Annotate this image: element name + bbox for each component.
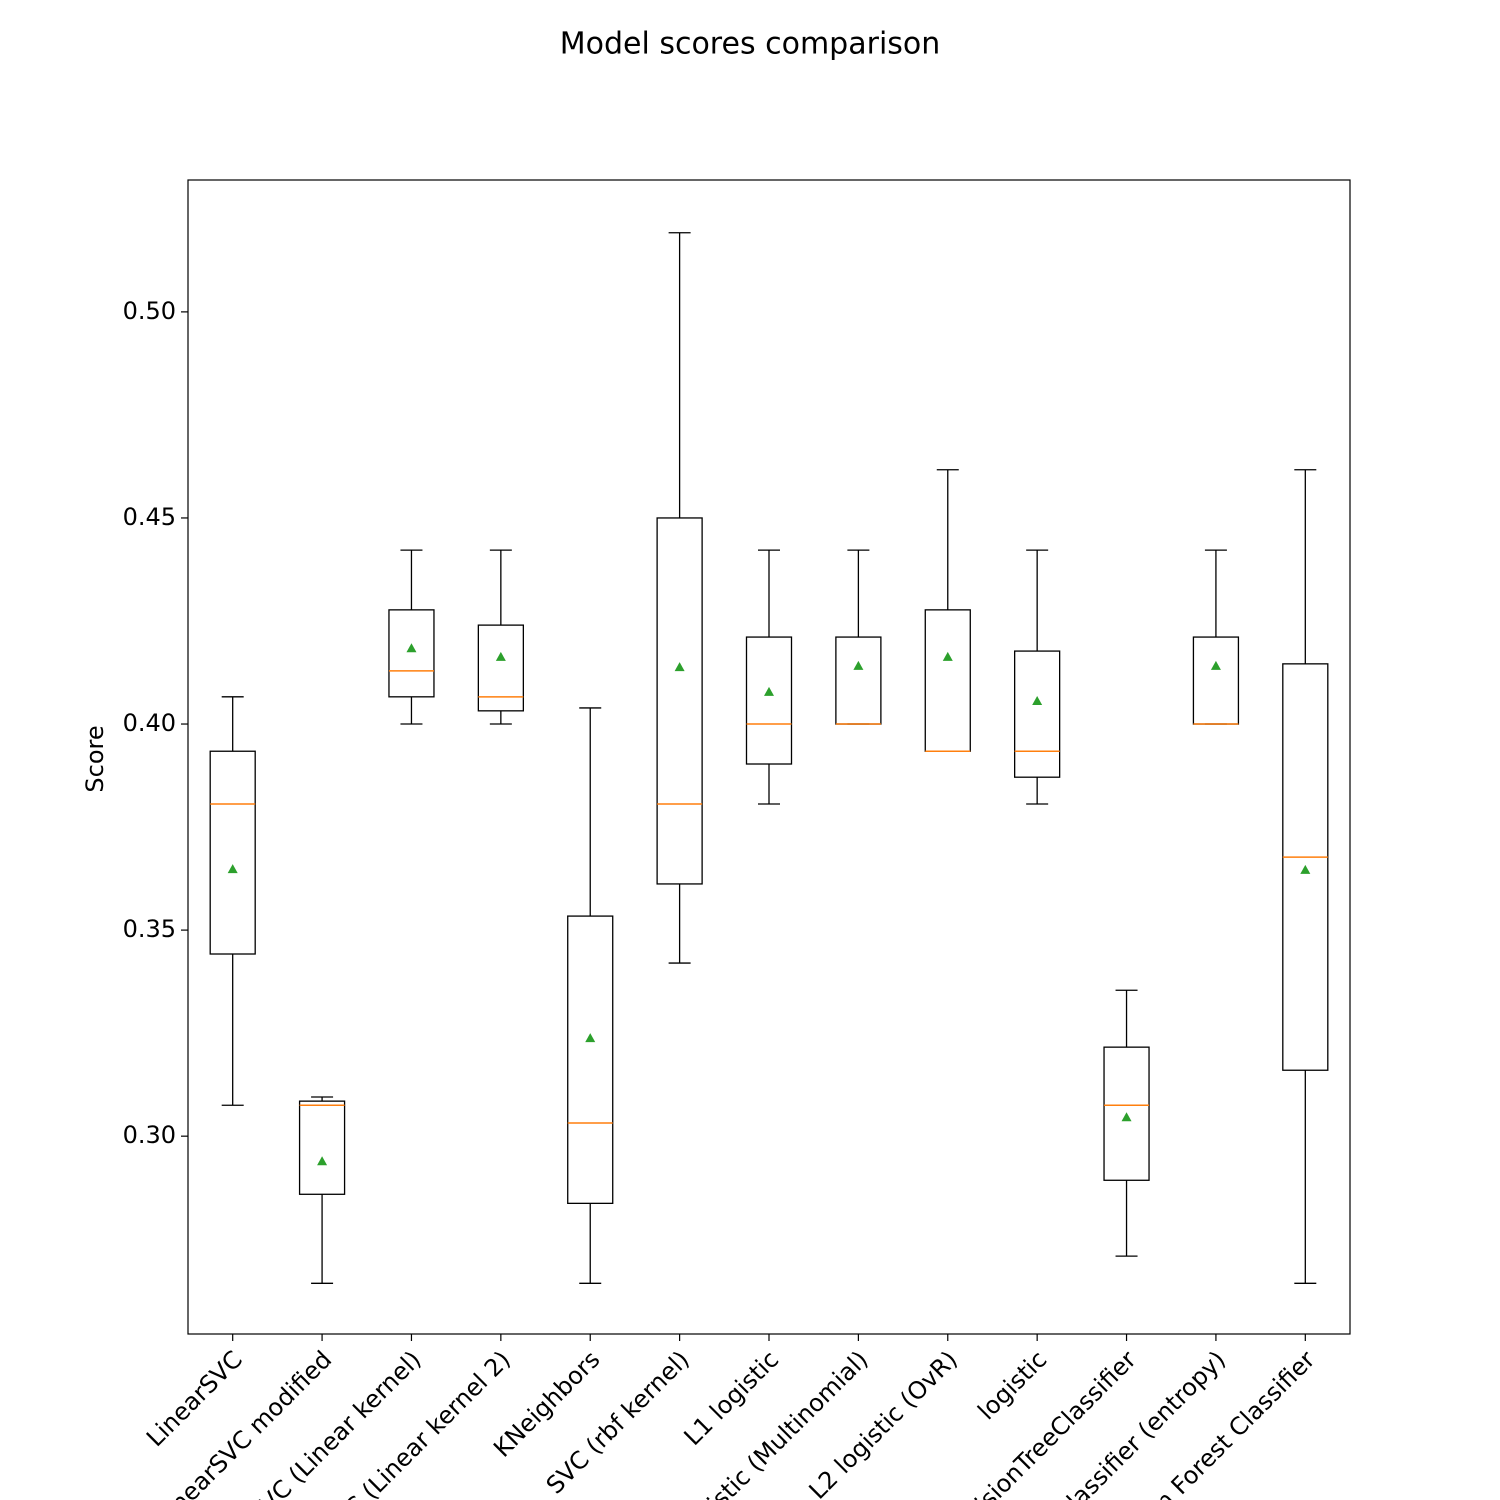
y-tick-label: 0.45 [123,503,176,531]
mean-marker [317,1156,328,1166]
x-tick-label: L2 logistic (OvR) [804,1345,963,1500]
mean-marker [406,643,417,653]
box [924,609,971,752]
plot-frame [187,179,1351,1335]
box [835,636,882,725]
box [1014,650,1061,778]
y-tick-label: 0.30 [123,1121,176,1149]
box [1282,663,1329,1071]
mean-marker [495,651,506,661]
y-tick-label: 0.40 [123,709,176,737]
box [745,636,793,765]
box [388,609,435,698]
mean-marker [1032,695,1043,705]
box [298,1100,346,1195]
mean-marker [1121,1112,1132,1122]
box [477,624,524,712]
mean-marker [227,864,238,874]
mean-marker [1210,660,1221,670]
y-axis-label: Score [81,725,109,792]
box [656,517,703,885]
mean-marker [674,662,685,672]
mean-marker [853,660,864,670]
mean-marker [585,1033,596,1043]
y-tick-label: 0.35 [123,915,176,943]
box [567,915,614,1205]
box [1103,1046,1150,1181]
y-tick-label: 0.50 [123,297,176,325]
box [1192,636,1240,725]
mean-marker [764,686,774,696]
mean-marker [1300,864,1311,874]
box [209,750,256,955]
x-tick-label: logistic [972,1345,1052,1425]
mean-marker [942,651,953,661]
chart-title: Model scores comparison [560,27,941,62]
